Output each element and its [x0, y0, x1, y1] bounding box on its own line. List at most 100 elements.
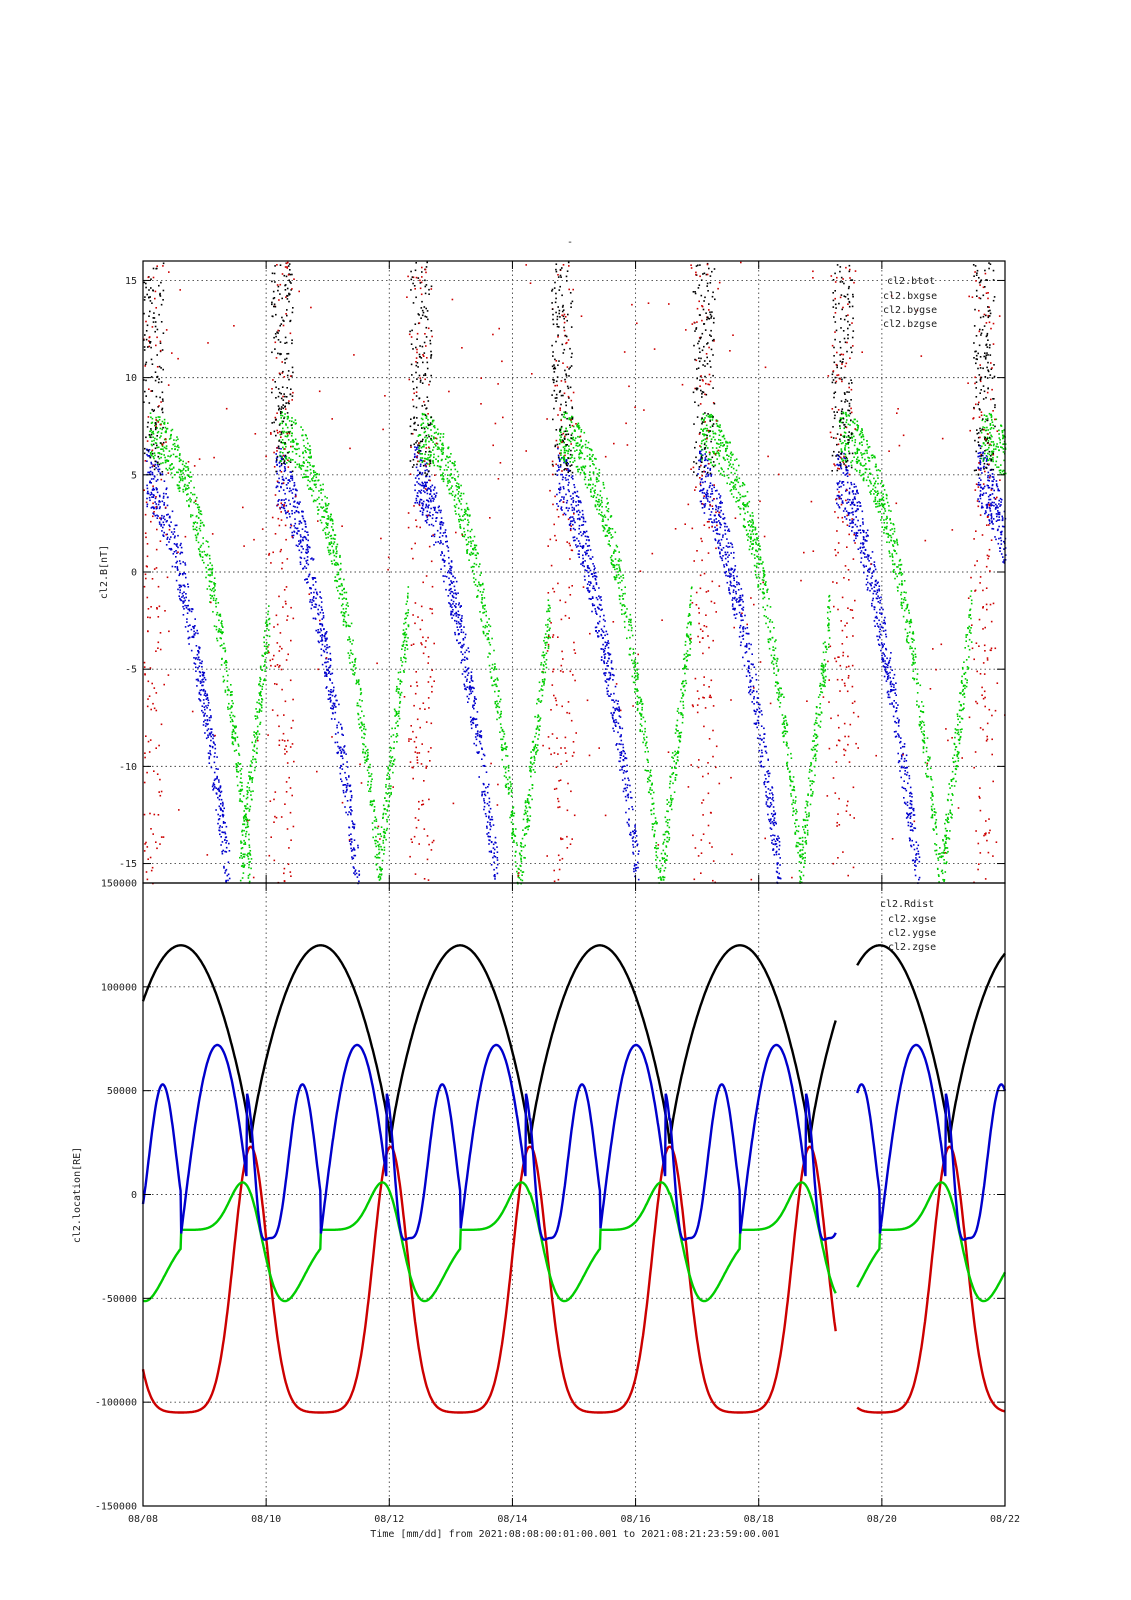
b-data-point [165, 533, 167, 536]
b-data-point [311, 557, 313, 559]
b-data-point [329, 664, 332, 667]
b-data-point [479, 611, 481, 613]
b-data-point [199, 675, 201, 677]
b-data-point [327, 669, 329, 672]
b-data-point [283, 466, 286, 468]
b-data-point [612, 717, 614, 720]
b-data-point [168, 548, 171, 550]
b-data-point [184, 476, 186, 479]
b-data-point [293, 278, 295, 280]
b-data-point [393, 708, 396, 711]
b-data-point [562, 486, 565, 488]
b-data-point [599, 597, 601, 599]
b-data-point [218, 779, 220, 781]
b-data-point [250, 790, 252, 793]
b-data-point [412, 302, 415, 304]
b-data-point [278, 744, 281, 746]
b-data-point [498, 690, 500, 692]
b-data-point [421, 457, 424, 459]
b-data-point [260, 694, 262, 697]
b-data-point [294, 461, 297, 463]
b-data-point [416, 332, 419, 335]
b-data-point [146, 565, 148, 568]
b-data-point [186, 500, 188, 502]
b-data-point [343, 784, 345, 786]
b-data-point [161, 473, 164, 475]
b-data-point [156, 438, 158, 441]
b-data-point [203, 702, 205, 705]
b-data-point [246, 854, 248, 856]
b-data-point [462, 658, 464, 661]
b-data-point [345, 621, 348, 624]
b-data-point [418, 503, 420, 506]
b-data-point [584, 520, 587, 523]
b-data-point [291, 342, 293, 345]
b-data-point [425, 475, 427, 478]
b-data-point [205, 705, 207, 707]
b-data-point [187, 625, 190, 627]
b-data-point [150, 428, 152, 430]
b-data-point [369, 766, 371, 769]
b-data-point [301, 434, 303, 437]
b-data-point [154, 428, 157, 431]
b-data-point [350, 850, 353, 852]
b-data-point [448, 602, 450, 604]
b-data-point [237, 771, 240, 773]
b-data-point [453, 499, 456, 501]
b-data-point [425, 484, 427, 487]
b-data-point [269, 800, 272, 802]
b-data-point [454, 631, 456, 634]
b-data-point [290, 475, 292, 477]
b-data-point [236, 736, 239, 738]
b-data-point [163, 503, 165, 506]
b-data-point [146, 555, 149, 558]
b-data-point [289, 293, 291, 296]
b-data-point [185, 576, 187, 579]
b-data-point [347, 614, 350, 616]
b-data-point [419, 287, 422, 290]
b-data-point [278, 391, 281, 394]
b-data-point [255, 718, 257, 720]
b-data-point [617, 748, 619, 751]
b-data-point [327, 658, 330, 660]
b-data-point [390, 793, 392, 796]
b-data-point [395, 722, 397, 724]
b-data-point [374, 839, 376, 842]
b-data-point [600, 596, 602, 598]
b-data-point [293, 441, 295, 443]
b-data-point [156, 528, 158, 531]
b-data-point [413, 285, 416, 287]
b-data-point [309, 451, 311, 453]
b-data-point [418, 501, 421, 504]
b-data-point [421, 481, 423, 484]
b-data-point [146, 324, 149, 327]
b-data-point [145, 338, 148, 341]
b-data-point [309, 445, 311, 447]
b-data-point [440, 568, 442, 570]
b-data-point [170, 548, 173, 551]
b-data-point [573, 486, 576, 489]
b-data-point [267, 650, 269, 652]
b-data-point [343, 612, 346, 615]
b-data-point [287, 452, 289, 454]
b-data-point [334, 718, 336, 720]
b-data-point [167, 472, 170, 474]
b-data-point [322, 516, 325, 518]
b-data-point [194, 534, 197, 537]
b-data-point [353, 674, 356, 676]
b-data-point [429, 676, 432, 678]
b-data-point [427, 500, 430, 503]
b-data-point [159, 794, 162, 797]
b-data-point [243, 856, 246, 858]
b-data-point [353, 827, 355, 830]
b-data-point [563, 496, 565, 498]
b-data-point [211, 746, 214, 749]
b-data-point [627, 796, 630, 799]
b-data-point [187, 583, 189, 585]
b-data-point [410, 738, 412, 740]
b-data-point [422, 490, 425, 492]
b-data-point [403, 671, 405, 673]
b-data-point [275, 460, 278, 462]
b-data-point [632, 853, 635, 855]
b-data-point [279, 455, 282, 458]
